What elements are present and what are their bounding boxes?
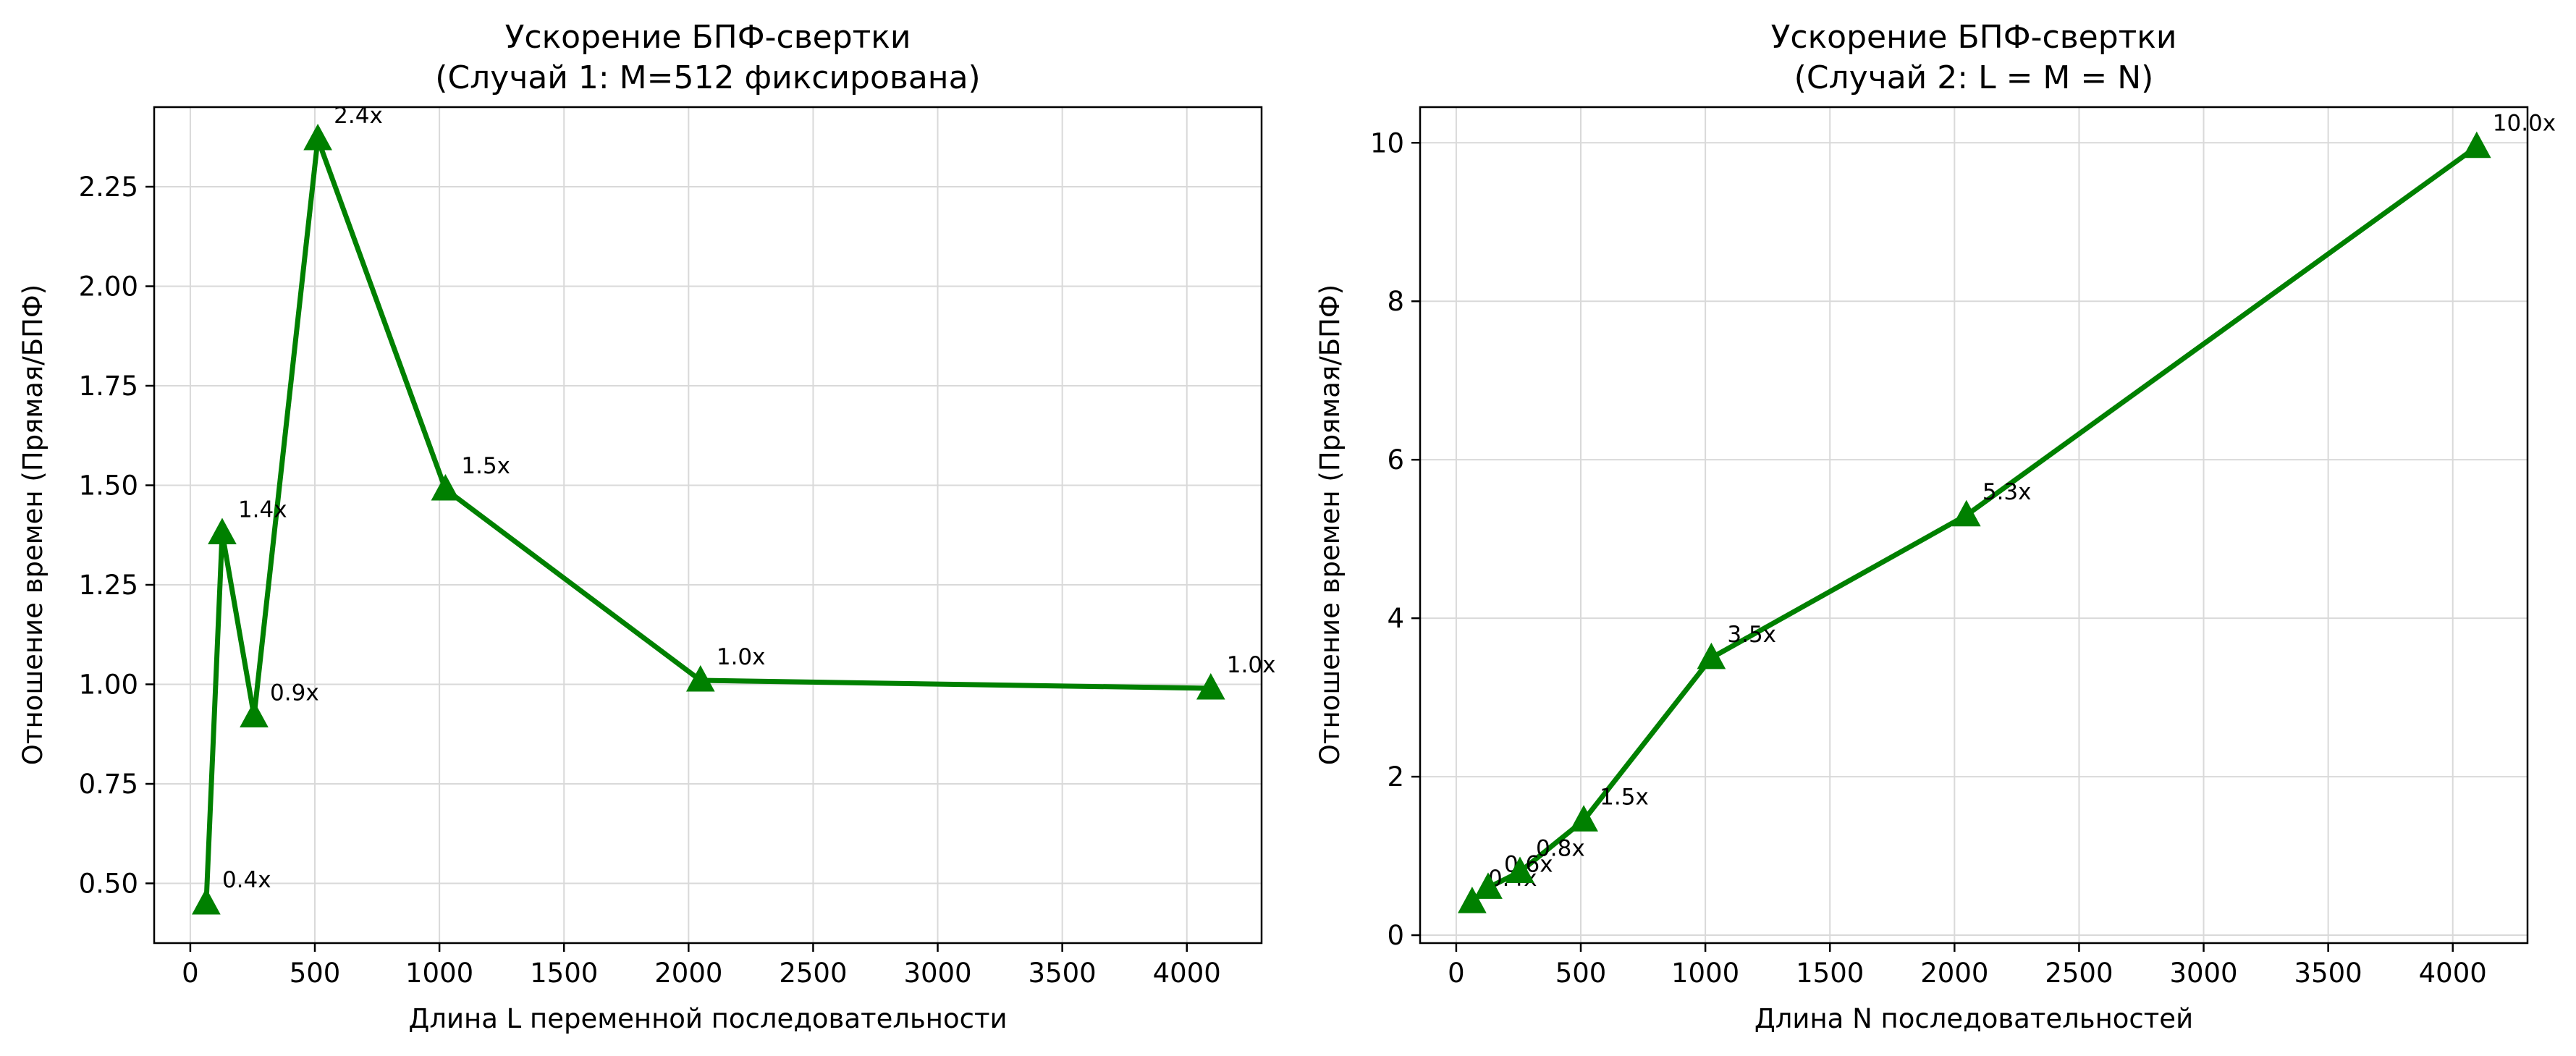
plot-frame <box>1419 106 2529 945</box>
x-tick-label: 1000 <box>1671 958 1739 989</box>
x-tick-label: 3000 <box>2169 958 2237 989</box>
y-tick-label: 0 <box>1387 920 1404 951</box>
x-tick-label: 3500 <box>2294 958 2362 989</box>
data-label: 3.5x <box>1727 622 1776 648</box>
chart-title-line-1: Ускорение БПФ-свертки <box>505 19 911 56</box>
data-point-marker <box>2462 131 2491 159</box>
data-point-marker <box>240 701 269 727</box>
data-label: 10.0x <box>2493 111 2556 137</box>
data-point-marker <box>685 664 715 692</box>
chart-title-line-1: Ускорение БПФ-свертки <box>1771 19 2177 56</box>
data-point-marker <box>208 518 237 544</box>
x-tick-label: 0 <box>1448 958 1465 989</box>
y-tick-label: 2 <box>1387 761 1404 793</box>
data-label: 1.4x <box>238 497 287 523</box>
x-axis-label: Длина L переменной последовательности <box>408 1003 1007 1034</box>
data-point-marker <box>192 887 221 915</box>
y-tick-label: 1.75 <box>79 371 138 402</box>
data-label: 0.9x <box>270 680 319 706</box>
data-point-marker <box>431 473 460 501</box>
data-point-marker <box>1569 805 1598 832</box>
plot-frame <box>153 106 1263 945</box>
x-tick-label: 3000 <box>903 958 971 989</box>
y-tick-label: 0.75 <box>79 769 138 800</box>
x-tick-label: 3500 <box>1029 958 1097 989</box>
chart-ufft-case2: 0 500 1000 1500 2000 2500 3000 3500 40000246810 … <box>1314 19 2556 1034</box>
x-tick-label: 1000 <box>405 958 473 989</box>
x-axis-label: Длина N последовательностей <box>1754 1003 2193 1034</box>
x-tick-label: 4000 <box>2419 958 2487 989</box>
x-tick-label: 500 <box>290 958 341 989</box>
data-point-marker <box>303 123 332 151</box>
data-label: 0.4x <box>222 867 271 893</box>
y-tick-label: 6 <box>1387 444 1404 476</box>
x-tick-label: 1500 <box>530 958 598 989</box>
y-tick-label: 4 <box>1387 603 1404 634</box>
y-axis-label: Отношение времен (Прямая/БПФ) <box>17 284 48 765</box>
data-point-marker <box>1458 887 1487 913</box>
data-label: 1.5x <box>1600 784 1649 810</box>
chart-ufft-case1: 0 500 1000 1500 2000 2500 3000 3500 4000 0.50 0.75… <box>17 19 1275 1034</box>
y-axis-label: Отношение времен (Прямая/БПФ) <box>1314 284 1346 765</box>
x-tick-label: 2000 <box>654 958 722 989</box>
y-tick-label: 1.50 <box>79 470 138 502</box>
y-tick-label: 8 <box>1387 286 1404 317</box>
data-point-marker <box>1697 642 1726 669</box>
data-label: 0.8x <box>1536 835 1585 861</box>
y-tick-label: 2.00 <box>79 271 138 303</box>
x-tick-label: 1500 <box>1796 958 1864 989</box>
data-point-marker <box>1951 499 1981 527</box>
chart-title-line-2: (Случай 2: L = M = N) <box>1794 59 2154 96</box>
x-tick-label: 2500 <box>779 958 847 989</box>
data-point-marker <box>1506 856 1534 883</box>
data-label: 1.0x <box>1227 652 1276 678</box>
y-tick-label: 0.50 <box>79 869 138 900</box>
x-tick-label: 0 <box>182 958 199 989</box>
data-label: 5.3x <box>1982 479 2032 505</box>
x-tick-label: 2000 <box>1920 958 1988 989</box>
series-line <box>203 138 1211 904</box>
chart-title-line-2: (Случай 1: M=512 фиксирована) <box>435 59 980 96</box>
y-tick-label: 2.25 <box>79 172 138 203</box>
y-tick-label: 10 <box>1370 127 1404 159</box>
y-tick-label: 1.25 <box>79 570 138 601</box>
x-tick-label: 2500 <box>2045 958 2113 989</box>
data-point-marker <box>1196 672 1225 700</box>
x-tick-label: 4000 <box>1153 958 1221 989</box>
data-label: 1.0x <box>717 644 766 670</box>
y-tick-label: 1.00 <box>79 669 138 701</box>
data-point-marker <box>1474 872 1503 899</box>
data-label: 1.5x <box>461 453 510 479</box>
x-tick-label: 500 <box>1555 958 1607 989</box>
